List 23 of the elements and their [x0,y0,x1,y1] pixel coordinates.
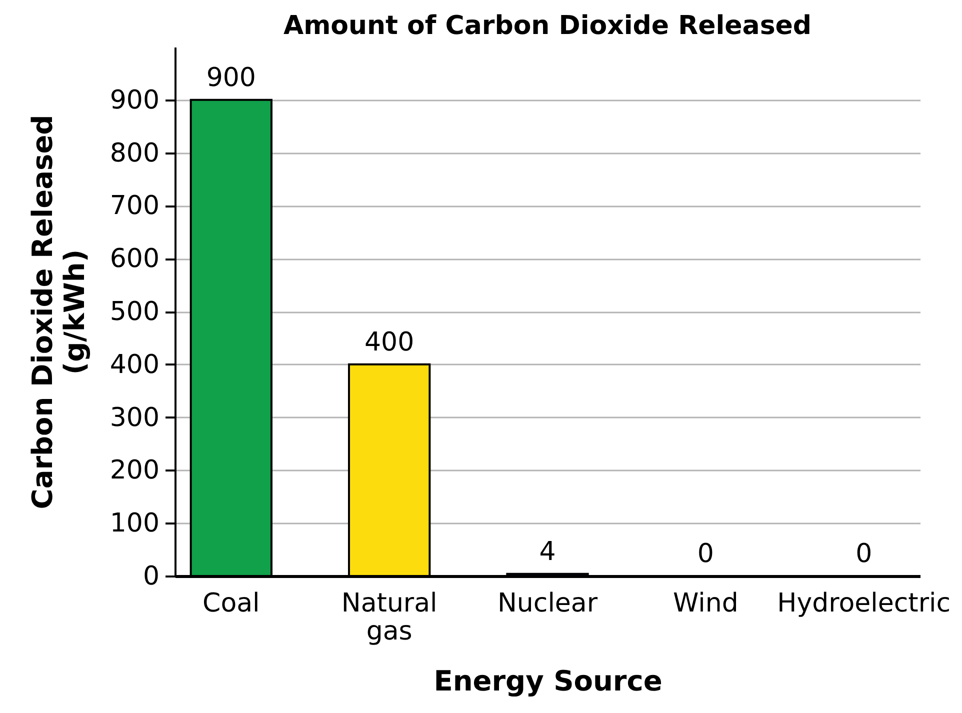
y-tick-label: 100 [110,508,160,539]
chart-title: Amount of Carbon Dioxide Released [283,11,812,41]
x-axis-title: Energy Source [434,664,662,698]
data-label: 4 [539,536,556,567]
x-tick-label: Natural gas [341,588,438,646]
y-tick-label: 600 [110,244,160,274]
x-tick-label: Coal [202,588,260,618]
y-tick-label: 700 [110,191,160,222]
y-tick-label: 500 [110,297,160,327]
y-tick-label: 300 [110,402,160,433]
data-label: 900 [206,62,256,93]
y-axis-title: Carbon Dioxide Released (g/kWh) [26,114,91,510]
y-tick-label: 200 [110,456,160,486]
y-tick-label: 0 [142,562,160,592]
x-tick-label: Wind [673,588,738,618]
data-label: 400 [364,327,414,358]
data-label: 0 [856,539,872,569]
y-tick-label: 800 [110,138,160,168]
x-tick-label: Hydroelectric [777,588,951,618]
y-tick-label: 400 [110,350,160,380]
x-tick-label: Nuclear [497,588,598,618]
y-tick-label: 900 [110,85,160,116]
data-label: 0 [697,539,714,569]
